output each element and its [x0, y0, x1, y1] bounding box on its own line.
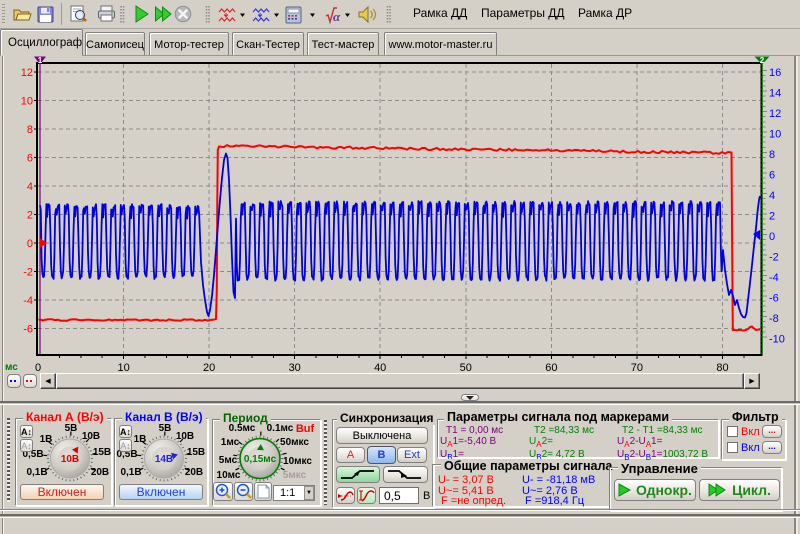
svg-text:-8: -8 — [769, 313, 779, 325]
svg-text:-2: -2 — [769, 252, 779, 264]
svg-text:8: 8 — [769, 149, 775, 161]
svg-text:-4: -4 — [23, 295, 33, 307]
svg-text:0: 0 — [35, 362, 41, 374]
svg-text:4: 4 — [769, 190, 775, 202]
svg-text:10: 10 — [117, 362, 129, 374]
svg-text:70: 70 — [631, 362, 643, 374]
svg-text:0: 0 — [769, 231, 775, 243]
svg-text:-6: -6 — [23, 324, 33, 336]
svg-text:12: 12 — [769, 108, 781, 120]
svg-text:16: 16 — [769, 67, 781, 79]
svg-text:50: 50 — [460, 362, 472, 374]
svg-text:4: 4 — [27, 181, 33, 193]
svg-text:0,15мс: 0,15мс — [244, 454, 277, 465]
svg-text:80: 80 — [716, 362, 728, 374]
svg-text:10В: 10В — [61, 454, 79, 465]
svg-text:12: 12 — [21, 67, 33, 79]
svg-text:-4: -4 — [769, 272, 779, 284]
svg-text:6: 6 — [769, 170, 775, 182]
svg-text:8: 8 — [27, 124, 33, 136]
svg-text:20: 20 — [203, 362, 215, 374]
svg-text:-10: -10 — [769, 334, 785, 346]
svg-text:α: α — [333, 9, 341, 24]
svg-text:14В: 14В — [155, 454, 173, 465]
svg-text:10: 10 — [769, 129, 781, 141]
svg-text:2: 2 — [27, 210, 33, 222]
svg-text:10: 10 — [21, 96, 33, 108]
svg-text:-2: -2 — [23, 267, 33, 279]
svg-text:1: 1 — [38, 56, 43, 65]
svg-text:2: 2 — [760, 56, 765, 65]
svg-text:14: 14 — [769, 88, 781, 100]
svg-text:-6: -6 — [769, 293, 779, 305]
svg-text:40: 40 — [374, 362, 386, 374]
svg-text:мс: мс — [5, 362, 18, 373]
svg-text:60: 60 — [545, 362, 557, 374]
svg-text:30: 30 — [289, 362, 301, 374]
svg-text:2: 2 — [769, 211, 775, 223]
svg-text:0: 0 — [27, 238, 33, 250]
svg-text:6: 6 — [27, 153, 33, 165]
